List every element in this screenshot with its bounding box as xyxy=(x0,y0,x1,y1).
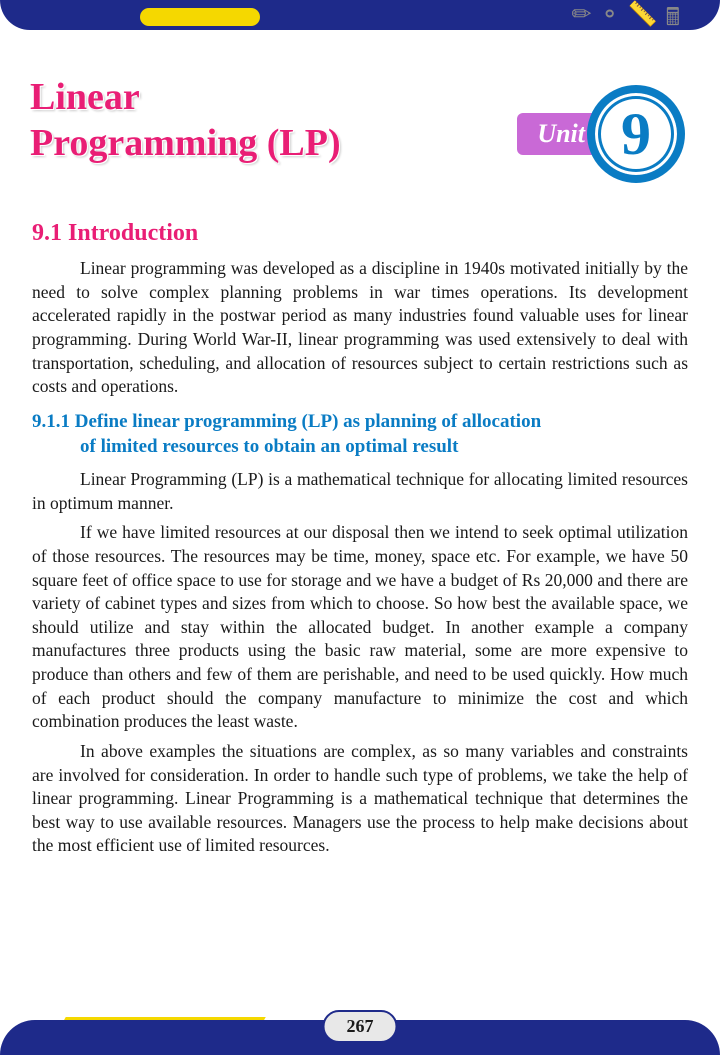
ruler-icon: 📏 xyxy=(628,0,658,41)
unit-circle: 9 xyxy=(587,85,685,183)
unit-number: 9 xyxy=(621,100,651,169)
subsection-line1: 9.1.1 Define linear programming (LP) as … xyxy=(32,411,541,432)
subsection-heading: 9.1.1 Define linear programming (LP) as … xyxy=(32,409,688,460)
section-heading-intro: 9.1 Introduction xyxy=(32,220,688,247)
top-icon-row: ✏ ⚬ 📏 🖩 xyxy=(571,0,680,41)
paragraph-4: In above examples the situations are com… xyxy=(32,740,688,858)
chapter-title-line1: Linear xyxy=(30,76,140,118)
paragraph-3: If we have limited resources at our disp… xyxy=(32,521,688,734)
globe-icon: ✏ xyxy=(571,0,591,41)
page-content: 9.1 Introduction Linear programming was … xyxy=(32,220,688,864)
intro-paragraph: Linear programming was developed as a di… xyxy=(32,257,688,399)
top-yellow-accent xyxy=(140,8,260,26)
paragraph-2: Linear Programming (LP) is a mathematica… xyxy=(32,468,688,515)
page-number: 267 xyxy=(323,1010,398,1043)
unit-badge: Unit 9 xyxy=(517,85,685,183)
calculator-icon: 🖩 xyxy=(666,0,680,41)
chapter-title-line2: Programming (LP) xyxy=(30,122,341,164)
subsection-line2: of limited resources to obtain an optima… xyxy=(32,434,688,460)
textbook-page: ✏ ⚬ 📏 🖩 Linear Programming (LP) Unit 9 9… xyxy=(0,0,720,1055)
compass-icon: ⚬ xyxy=(600,0,620,41)
